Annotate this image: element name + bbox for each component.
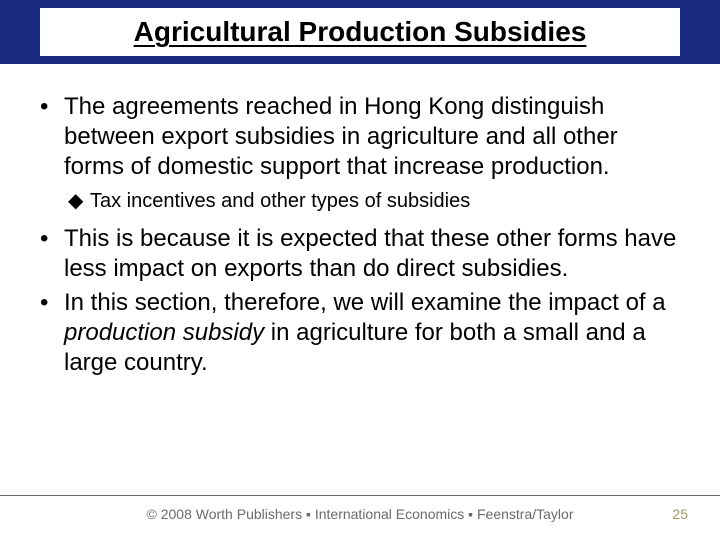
bullet-text-italic: production subsidy [64,319,264,346]
slide-title: Agricultural Production Subsidies [134,16,587,48]
bullet-item: • In this section, therefore, we will ex… [40,288,680,378]
bullet-marker: • [40,92,64,182]
bullet-item: • The agreements reached in Hong Kong di… [40,92,680,182]
bullet-text: This is because it is expected that thes… [64,224,680,284]
footer-text: © 2008 Worth Publishers ▪ International … [0,506,720,522]
bullet-text: The agreements reached in Hong Kong dist… [64,92,680,182]
bullet-item: • This is because it is expected that th… [40,224,680,284]
title-bar: Agricultural Production Subsidies [0,0,720,64]
bullet-text: In this section, therefore, we will exam… [64,288,680,378]
bullet-text-pre: In this section, therefore, we will exam… [64,289,666,316]
sub-bullet-marker: ◆ [68,188,90,214]
bullet-marker: • [40,288,64,378]
footer: © 2008 Worth Publishers ▪ International … [0,495,720,522]
sub-bullet-text: Tax incentives and other types of subsid… [90,188,470,214]
sub-bullet-item: ◆ Tax incentives and other types of subs… [68,188,680,214]
title-inner: Agricultural Production Subsidies [40,8,680,56]
bullet-marker: • [40,224,64,284]
page-number: 25 [672,506,688,522]
slide-content: • The agreements reached in Hong Kong di… [0,64,720,378]
